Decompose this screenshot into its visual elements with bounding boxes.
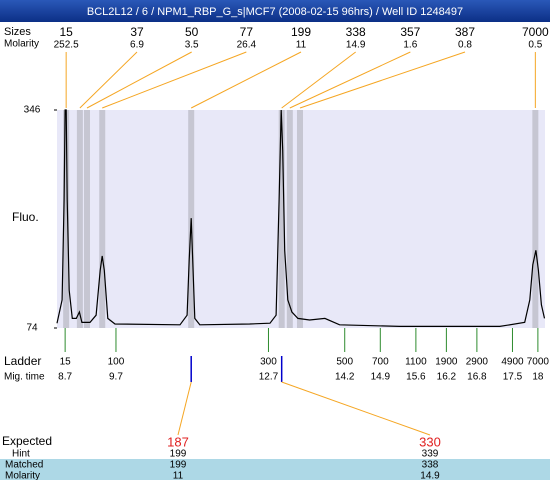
peak-size: 15 [59, 25, 73, 39]
peak-leader [79, 51, 138, 109]
matched-band [0, 459, 550, 480]
hint-size: 339 [422, 449, 439, 460]
matched-label: Matched [5, 460, 43, 471]
ladder-size: 1900 [435, 357, 458, 368]
expected-size: 187 [167, 434, 189, 449]
peak-molarity: 3.5 [185, 40, 199, 51]
peak-leader [289, 51, 411, 109]
peak-molarity: 11 [296, 40, 307, 51]
y-tick-label: 74 [26, 323, 38, 334]
y-tick-label: 346 [24, 105, 41, 116]
ladder-size: 500 [336, 357, 353, 368]
matched-size: 338 [422, 460, 439, 471]
hint-label: Hint [12, 449, 30, 460]
peak-band [99, 110, 106, 328]
matched-molarity: 11 [173, 471, 184, 480]
ladder-size: 100 [108, 357, 125, 368]
peak-molarity: 0.8 [458, 40, 472, 51]
expected-leader [177, 381, 192, 436]
ladder-size: 2900 [466, 357, 489, 368]
ladder-size: 7000 [527, 357, 550, 368]
molarity-label: Molarity [5, 471, 40, 480]
expected-size: 330 [419, 434, 441, 449]
peak-size: 199 [291, 25, 311, 39]
peak-leader [299, 51, 466, 109]
peak-size: 387 [455, 25, 475, 39]
ladder-size: 15 [60, 357, 72, 368]
trace [56, 109, 546, 327]
peak-size: 357 [400, 25, 420, 39]
ladder-time: 17.5 [503, 372, 523, 383]
ladder-time: 14.2 [335, 372, 355, 383]
peak-leader [102, 51, 247, 109]
peak-leader [86, 51, 192, 109]
chart-title: BCL2L12 / 6 / NPM1_RBP_G_s|MCF7 (2008-02… [87, 6, 463, 18]
ladder-time: 12.7 [259, 372, 279, 383]
peak-leader [281, 51, 356, 109]
peak-size: 338 [346, 25, 366, 39]
ladder-size: 300 [260, 357, 277, 368]
peak-molarity: 6.9 [130, 40, 144, 51]
expected-label: Expected [2, 434, 52, 448]
ladder-time: 16.2 [437, 372, 457, 383]
peak-leader [190, 51, 302, 109]
ladder-label: Ladder [4, 354, 41, 368]
ladder-size: 700 [372, 357, 389, 368]
peak-band [278, 110, 285, 328]
ladder-size: 1100 [405, 357, 427, 368]
peak-molarity: 1.6 [403, 40, 417, 51]
peak-band [63, 110, 70, 328]
peak-molarity: 0.5 [528, 40, 542, 51]
ladder-time: 15.6 [406, 372, 426, 383]
mig-time-label: Mig. time [4, 372, 45, 383]
peak-molarity: 26.4 [237, 40, 257, 51]
ladder-time: 9.7 [109, 372, 123, 383]
peak-band [286, 110, 293, 328]
peak-band [76, 110, 83, 328]
ladder-time: 16.8 [467, 372, 487, 383]
peak-molarity: 14.9 [346, 40, 366, 51]
peak-band [532, 110, 539, 328]
peak-size: 77 [240, 25, 254, 39]
y-axis-label: Fluo. [12, 210, 39, 224]
peak-molarity-label: Molarity [4, 39, 39, 50]
ladder-time: 14.9 [371, 372, 391, 383]
ladder-time: 8.7 [58, 372, 72, 383]
matched-molarity: 14.9 [420, 471, 440, 480]
peak-size: 50 [185, 25, 199, 39]
peak-band [296, 110, 303, 328]
peak-band [83, 110, 90, 328]
peak-molarity: 252.5 [54, 40, 79, 51]
expected-leader [281, 381, 431, 436]
ladder-time: 18 [532, 372, 544, 383]
ladder-size: 4900 [501, 357, 524, 368]
title-bar [0, 0, 550, 22]
peak-size-label: Sizes [4, 26, 31, 38]
hint-size: 199 [170, 449, 187, 460]
peak-size: 7000 [522, 25, 549, 39]
matched-size: 199 [170, 460, 187, 471]
peak-size: 37 [130, 25, 144, 39]
